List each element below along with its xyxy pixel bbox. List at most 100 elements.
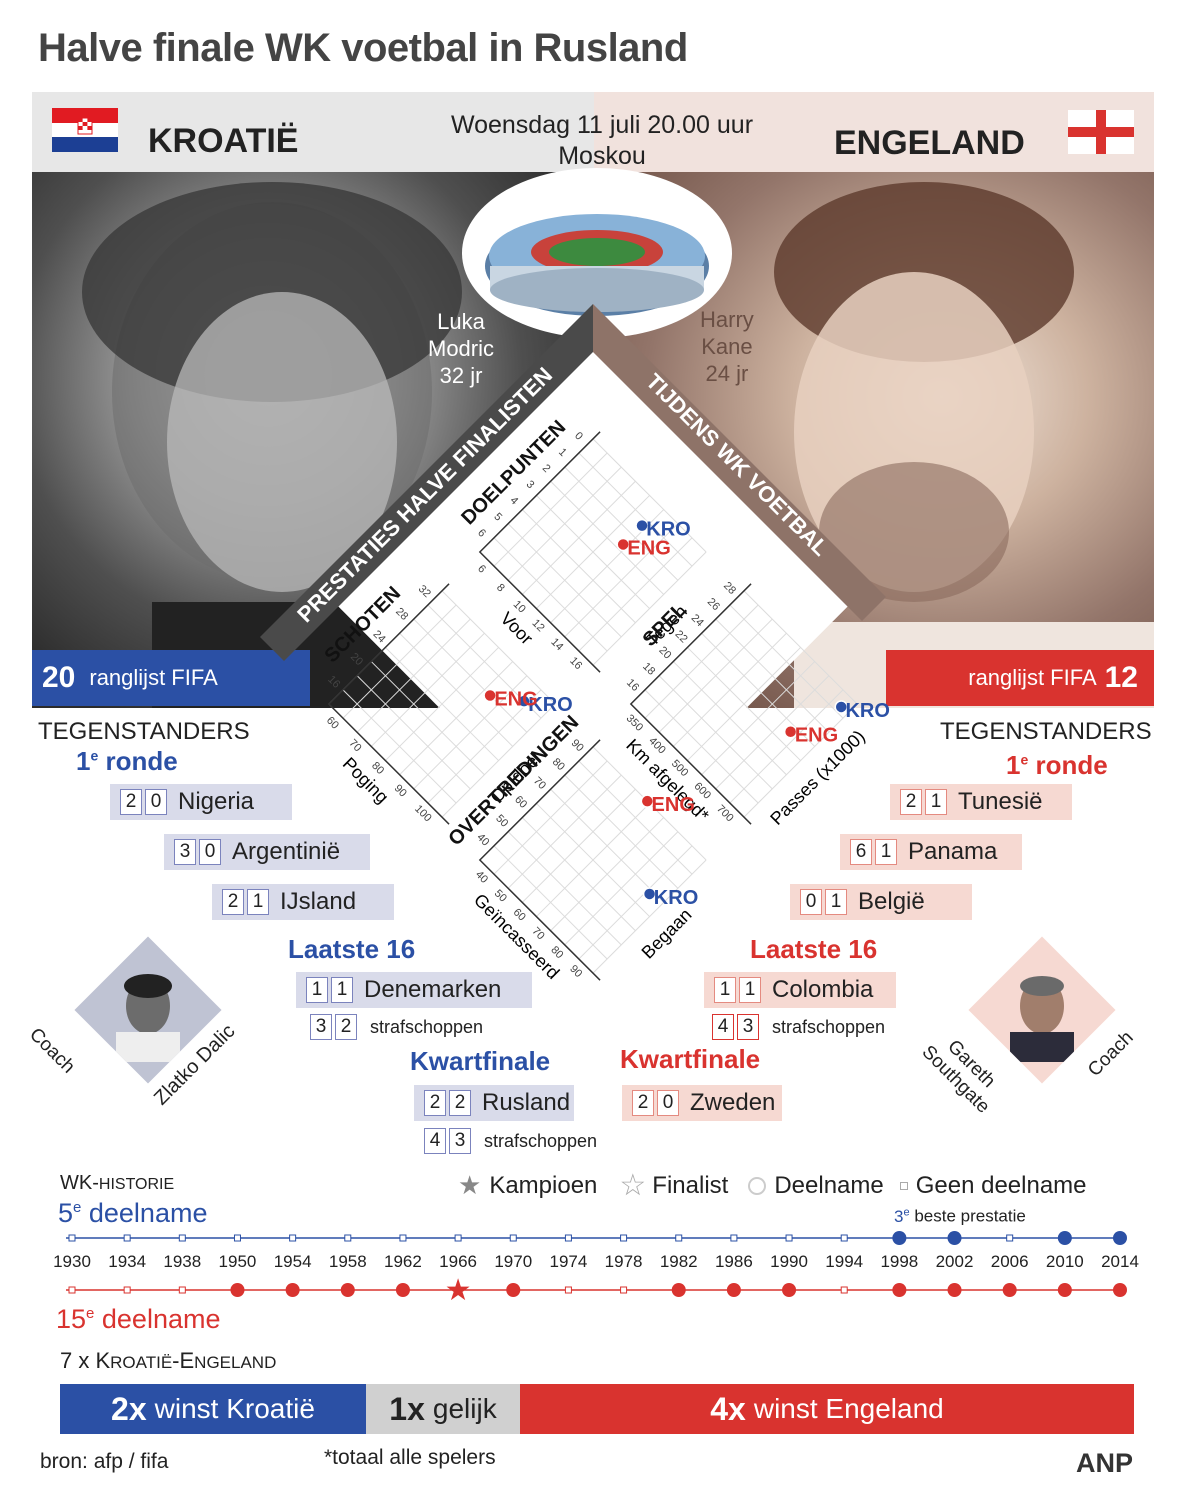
- year-label: 1982: [659, 1252, 698, 1271]
- opponent-name: Panama: [908, 838, 998, 865]
- england-history-mark: [1057, 1283, 1072, 1297]
- point-label-eng: ENG: [627, 537, 670, 559]
- croatia-participations: 5e deelname: [58, 1198, 208, 1228]
- england-history-mark: [782, 1283, 797, 1297]
- modric-age: 32 jr: [439, 363, 483, 388]
- point-eng: [640, 794, 655, 808]
- england-history-mark: [840, 1286, 848, 1294]
- croatia-name: KROATIË: [148, 122, 299, 160]
- croatia-history-mark: [947, 1231, 962, 1245]
- point-label-kro: KRO: [845, 700, 889, 722]
- score-away: 1: [925, 789, 947, 815]
- england-r16-match: 1 1 Colombia: [704, 972, 896, 1008]
- year-label: 1950: [218, 1252, 257, 1271]
- croatia-qf-heading: Kwartfinale: [410, 1046, 551, 1076]
- croatia-rank-number: 20: [42, 661, 76, 694]
- england-history-mark: [947, 1283, 962, 1297]
- footnote: *totaal alle spelers: [324, 1446, 496, 1469]
- match-info: Woensdag 11 juli 20.00 uur Moskou: [412, 110, 792, 172]
- croatia-round1-match: 2 0 Nigeria: [110, 784, 292, 820]
- history-legend: ★ Kampioen ☆ Finalist Deelname Geen deel…: [458, 1168, 1087, 1203]
- score-away: 2: [449, 1090, 471, 1116]
- year-label: 1938: [163, 1252, 202, 1271]
- modric-last: Modric: [428, 336, 495, 361]
- h2h-eng-count: 4x: [710, 1390, 746, 1427]
- small-square-icon: [899, 1181, 908, 1190]
- point-label-eng: ENG: [795, 725, 838, 747]
- pen-label: strafschoppen: [370, 1016, 484, 1037]
- pen-label: strafschoppen: [772, 1016, 886, 1037]
- england-history-mark: [564, 1286, 572, 1294]
- croatia-qf-penalties: 4 3 strafschoppen: [424, 1128, 597, 1154]
- kane-label: Harry Kane 24 jr: [700, 306, 754, 387]
- h2h-croatia-wins: 2x winst Kroatië: [60, 1384, 366, 1434]
- year-label: 1986: [714, 1252, 753, 1271]
- h2h-draw-count: 1x: [389, 1390, 425, 1427]
- kane-first: Harry: [700, 307, 754, 332]
- year-label: 1934: [108, 1252, 147, 1271]
- point-eng: [616, 537, 630, 552]
- opponent-name: Nigeria: [178, 788, 255, 815]
- croatia-band: [32, 92, 594, 172]
- h2h-kro-count: 2x: [111, 1390, 147, 1427]
- point-eng: [783, 724, 798, 739]
- opponent-name: Argentinië: [232, 838, 341, 865]
- year-label: 1970: [494, 1252, 533, 1271]
- england-history-mark: [1113, 1283, 1127, 1297]
- england-history-mark: [68, 1286, 76, 1294]
- croatia-history-mark: [785, 1234, 793, 1242]
- croatia-history-mark: [564, 1234, 572, 1242]
- croatia-r16-match: 1 1 Denemarken: [296, 972, 532, 1008]
- kane-last: Kane: [701, 334, 753, 359]
- pen-home: 3: [310, 1014, 332, 1040]
- england-r16-heading: Laatste 16: [750, 934, 878, 964]
- score-home: 2: [424, 1090, 446, 1116]
- score-away: 1: [825, 889, 847, 915]
- croatia-round1-heading: 1e ronde: [76, 746, 178, 776]
- year-label: 1994: [825, 1252, 864, 1271]
- year-label: 1998: [880, 1252, 919, 1271]
- year-label: 1954: [273, 1252, 312, 1271]
- coach-southgate-photo: [968, 936, 1116, 1084]
- h2h-draws: 1x gelijk: [366, 1384, 520, 1434]
- page-title: Halve finale WK voetbal in Rusland: [38, 26, 688, 70]
- pen-away: 3: [737, 1014, 759, 1040]
- croatia-fifa-rank: 20 ranglijst FIFA: [32, 650, 310, 706]
- england-history-mark: [395, 1283, 410, 1297]
- croatia-history-mark: [1006, 1234, 1014, 1242]
- h2h-label: 7 x KROATIË-ENGELAND: [60, 1348, 277, 1373]
- point-label-eng: ENG: [494, 688, 537, 710]
- year-label: 1978: [604, 1252, 643, 1271]
- legend-finalist: Finalist: [652, 1171, 729, 1199]
- point-kro: [635, 518, 649, 533]
- croatia-history-mark: [675, 1234, 683, 1242]
- opponent-name: Tunesië: [958, 788, 1043, 815]
- england-history-mark: [230, 1283, 245, 1297]
- opponent-name: Colombia: [772, 976, 874, 1003]
- star-outline-icon: ☆: [619, 1169, 647, 1202]
- score-home: 1: [714, 977, 736, 1003]
- england-round1-match: 6 1 Panama: [840, 834, 1022, 870]
- croatia-history-mark: [123, 1234, 131, 1242]
- score-home: 2: [222, 889, 244, 915]
- croatia-best: 3e beste prestatie: [894, 1206, 1026, 1226]
- croatia-history-mark: [840, 1234, 848, 1242]
- year-label: 1966: [439, 1252, 477, 1271]
- h2h-england-wins: 4x winst Engeland: [520, 1384, 1134, 1434]
- point-label-kro: KRO: [646, 519, 690, 541]
- point-kro: [642, 887, 657, 901]
- year-label: 1990: [770, 1252, 808, 1271]
- croatia-history-mark: [178, 1234, 186, 1242]
- year-label: 1958: [328, 1252, 367, 1271]
- opponent-name: IJsland: [280, 888, 357, 915]
- croatia-history-mark: [454, 1234, 462, 1242]
- croatia-history-mark: [289, 1234, 297, 1242]
- opponent-name: Zweden: [690, 1089, 776, 1116]
- modric-first: Luka: [437, 309, 485, 334]
- england-round1-match: 2 1 Tunesië: [890, 784, 1072, 820]
- score-away: 0: [199, 839, 221, 865]
- croatia-flag-icon: [52, 108, 118, 152]
- pen-home: 4: [712, 1014, 734, 1040]
